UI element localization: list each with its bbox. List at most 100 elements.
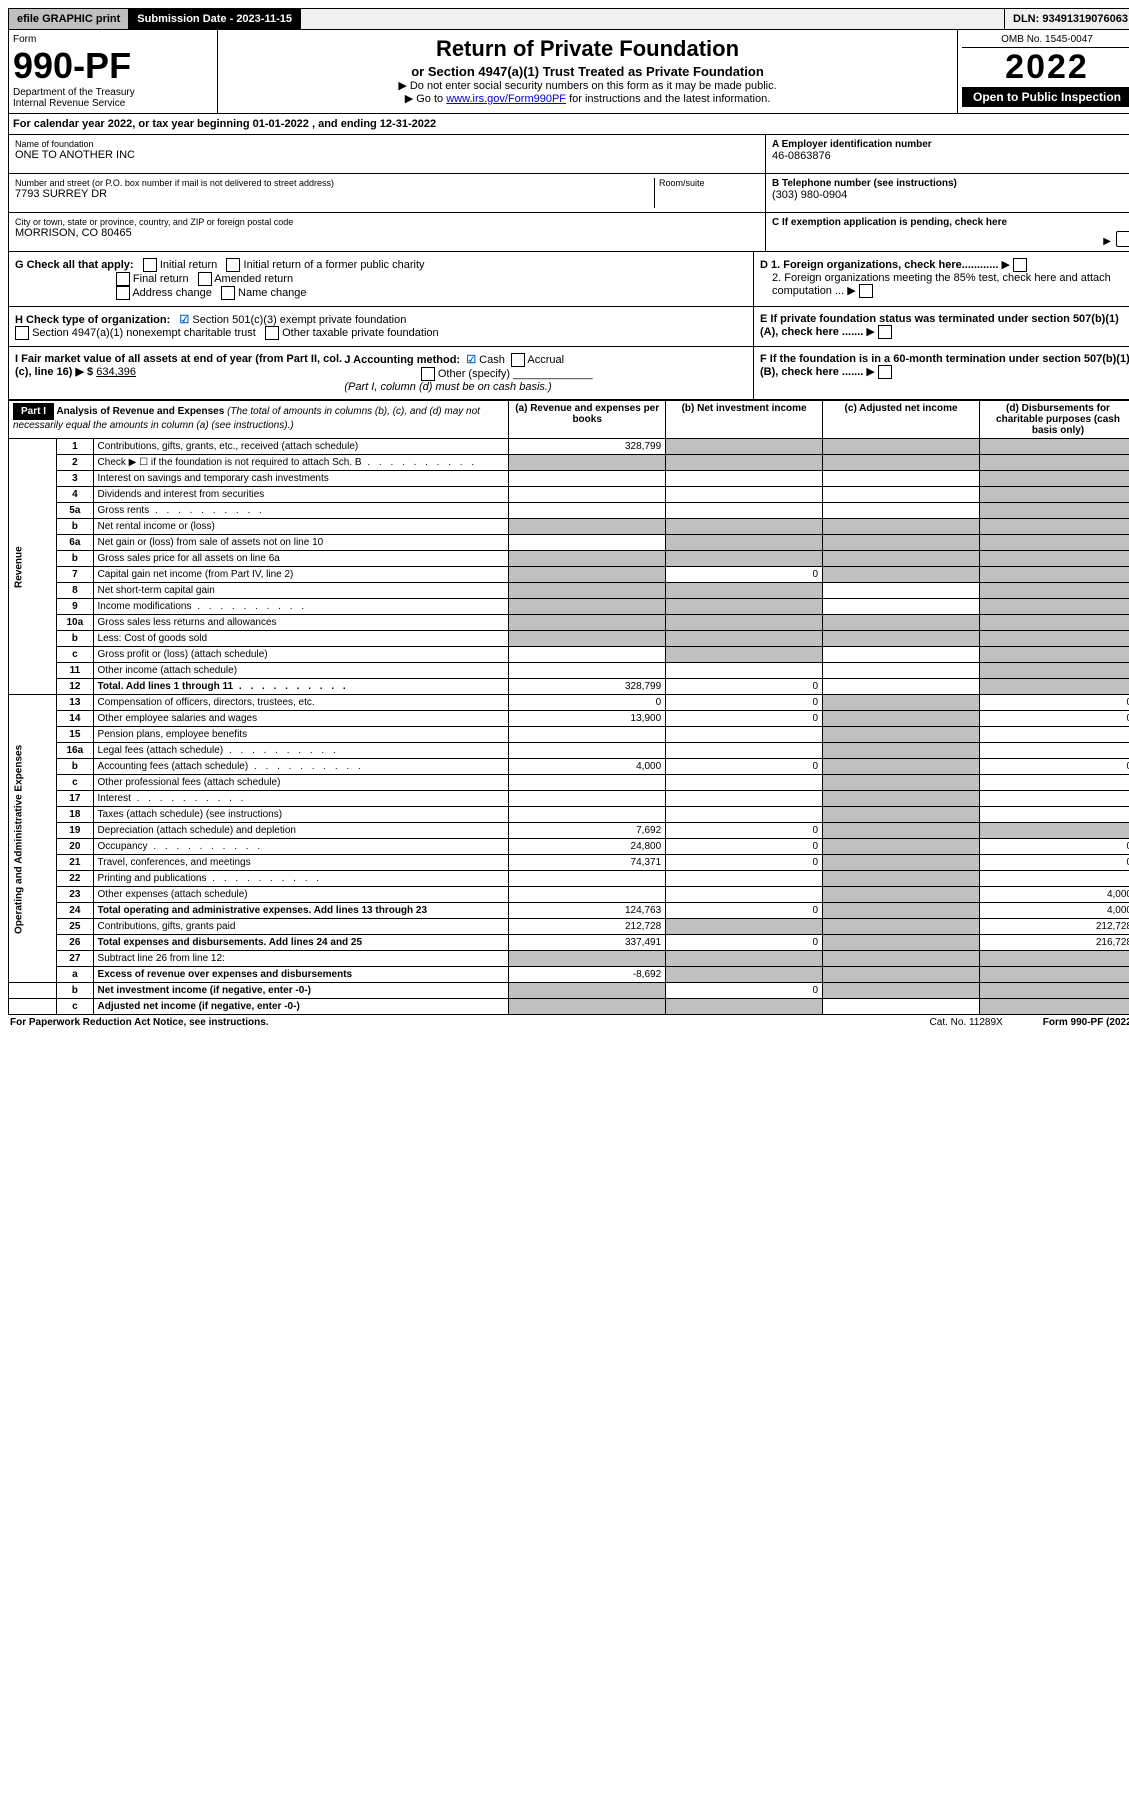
top-bar: efile GRAPHIC print Submission Date - 20…: [8, 8, 1129, 30]
instr-ssn: ▶ Do not enter social security numbers o…: [222, 79, 953, 92]
check-icon: ☑: [179, 314, 189, 326]
address-label: Number and street (or P.O. box number if…: [15, 178, 654, 188]
part1-label: Part I: [13, 403, 54, 420]
j-note: (Part I, column (d) must be on cash basi…: [344, 381, 551, 393]
f-label: F If the foundation is in a 60-month ter…: [760, 353, 1129, 378]
exemption-pending-label: C If exemption application is pending, c…: [772, 217, 1007, 228]
table-row: bLess: Cost of goods sold: [9, 631, 1129, 647]
form-header: Form 990-PF Department of the Treasury I…: [8, 30, 1129, 114]
table-row: 16aLegal fees (attach schedule): [9, 743, 1129, 759]
foundation-name: ONE TO ANOTHER INC: [15, 149, 759, 161]
i-value: 634,396: [96, 366, 136, 378]
irs-link[interactable]: www.irs.gov/Form990PF: [446, 93, 566, 105]
revenue-side-label: Revenue: [9, 439, 57, 695]
table-row: 6aNet gain or (loss) from sale of assets…: [9, 535, 1129, 551]
identification-block: Name of foundation ONE TO ANOTHER INC Nu…: [8, 135, 1129, 252]
final-return-label: Final return: [133, 273, 189, 285]
table-row: 27Subtract line 26 from line 12:: [9, 951, 1129, 967]
h-4947-label: Section 4947(a)(1) nonexempt charitable …: [32, 327, 256, 339]
table-row: 12Total. Add lines 1 through 11328,7990: [9, 679, 1129, 695]
h-label: H Check type of organization:: [15, 314, 170, 326]
initial-return-checkbox[interactable]: [143, 258, 157, 272]
expenses-side-label: Operating and Administrative Expenses: [9, 695, 57, 983]
table-row: 26Total expenses and disbursements. Add …: [9, 935, 1129, 951]
cat-number: Cat. No. 11289X: [930, 1017, 1003, 1028]
col-c-header: (c) Adjusted net income: [823, 401, 980, 439]
city-label: City or town, state or province, country…: [15, 217, 759, 227]
h-4947-checkbox[interactable]: [15, 326, 29, 340]
table-row: bGross sales price for all assets on lin…: [9, 551, 1129, 567]
d1-label: D 1. Foreign organizations, check here..…: [760, 259, 998, 271]
g-label: G Check all that apply:: [15, 259, 134, 271]
omb-number: OMB No. 1545-0047: [962, 34, 1129, 48]
ein: 46-0863876: [772, 150, 1129, 162]
name-change-checkbox[interactable]: [221, 286, 235, 300]
dln: DLN: 93491319076063: [1004, 9, 1129, 29]
col-a-header: (a) Revenue and expenses per books: [509, 401, 666, 439]
table-row: 17Interest: [9, 791, 1129, 807]
j-other-checkbox[interactable]: [421, 367, 435, 381]
table-row: bAccounting fees (attach schedule)4,0000…: [9, 759, 1129, 775]
table-row: 9Income modifications: [9, 599, 1129, 615]
amended-return-checkbox[interactable]: [198, 272, 212, 286]
j-label: J Accounting method:: [344, 354, 460, 366]
table-row: 22Printing and publications: [9, 871, 1129, 887]
open-public-badge: Open to Public Inspection: [962, 87, 1129, 107]
e-checkbox[interactable]: [878, 325, 892, 339]
table-row: 15Pension plans, employee benefits: [9, 727, 1129, 743]
part1-title: Analysis of Revenue and Expenses: [56, 406, 224, 417]
initial-return-label: Initial return: [160, 259, 217, 271]
form-label: Form: [13, 34, 213, 45]
d2-label: 2. Foreign organizations meeting the 85%…: [772, 272, 1111, 297]
table-row: bNet rental income or (loss): [9, 519, 1129, 535]
j-accrual-label: Accrual: [527, 354, 564, 366]
table-row: 5aGross rents: [9, 503, 1129, 519]
exemption-checkbox[interactable]: [1116, 231, 1129, 247]
telephone: (303) 980-0904: [772, 189, 1129, 201]
h-other-checkbox[interactable]: [265, 326, 279, 340]
part1-table: Part I Analysis of Revenue and Expenses …: [8, 400, 1129, 1015]
h-501c3-label: Section 501(c)(3) exempt private foundat…: [192, 314, 406, 326]
table-row: Operating and Administrative Expenses 13…: [9, 695, 1129, 711]
form-subtitle: or Section 4947(a)(1) Trust Treated as P…: [222, 64, 953, 79]
table-row: 23Other expenses (attach schedule)4,000: [9, 887, 1129, 903]
j-accrual-checkbox[interactable]: [511, 353, 525, 367]
table-row: 25Contributions, gifts, grants paid212,7…: [9, 919, 1129, 935]
form-number: 990-PF: [13, 45, 213, 87]
check-icon: ☑: [466, 354, 476, 366]
address: 7793 SURREY DR: [15, 188, 654, 200]
address-change-label: Address change: [132, 287, 212, 299]
dept: Department of the Treasury: [13, 87, 213, 98]
amended-return-label: Amended return: [214, 273, 293, 285]
table-row: 4Dividends and interest from securities: [9, 487, 1129, 503]
table-row: cGross profit or (loss) (attach schedule…: [9, 647, 1129, 663]
table-row: 7Capital gain net income (from Part IV, …: [9, 567, 1129, 583]
section-h-e: H Check type of organization: ☑ Section …: [8, 307, 1129, 347]
table-row: 24Total operating and administrative exp…: [9, 903, 1129, 919]
table-row: cOther professional fees (attach schedul…: [9, 775, 1129, 791]
table-row: bNet investment income (if negative, ent…: [9, 983, 1129, 999]
foundation-name-label: Name of foundation: [15, 139, 759, 149]
f-checkbox[interactable]: [878, 365, 892, 379]
final-return-checkbox[interactable]: [116, 272, 130, 286]
table-row: 10aGross sales less returns and allowanc…: [9, 615, 1129, 631]
j-other-label: Other (specify): [438, 368, 510, 380]
instr-goto: ▶ Go to www.irs.gov/Form990PF for instru…: [222, 92, 953, 105]
table-row: 11Other income (attach schedule): [9, 663, 1129, 679]
section-i-j-f: I Fair market value of all assets at end…: [8, 347, 1129, 400]
d1-checkbox[interactable]: [1013, 258, 1027, 272]
address-change-checkbox[interactable]: [116, 286, 130, 300]
efile-print-button[interactable]: efile GRAPHIC print: [9, 9, 129, 29]
city: MORRISON, CO 80465: [15, 227, 759, 239]
initial-former-checkbox[interactable]: [226, 258, 240, 272]
e-label: E If private foundation status was termi…: [760, 313, 1119, 338]
table-row: cAdjusted net income (if negative, enter…: [9, 999, 1129, 1015]
initial-former-label: Initial return of a former public charit…: [244, 259, 425, 271]
name-change-label: Name change: [238, 287, 307, 299]
table-row: 20Occupancy24,80000: [9, 839, 1129, 855]
i-label: I Fair market value of all assets at end…: [15, 353, 342, 378]
d2-checkbox[interactable]: [859, 284, 873, 298]
table-row: 21Travel, conferences, and meetings74,37…: [9, 855, 1129, 871]
page-footer: For Paperwork Reduction Act Notice, see …: [8, 1015, 1129, 1030]
table-row: 3Interest on savings and temporary cash …: [9, 471, 1129, 487]
